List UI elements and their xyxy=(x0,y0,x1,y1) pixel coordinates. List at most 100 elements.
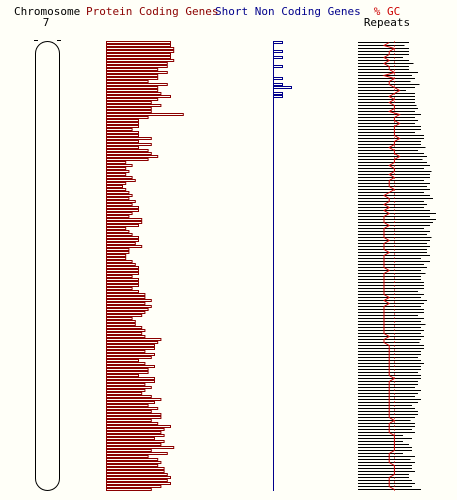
protein-coding-bar xyxy=(106,320,136,323)
short-non-coding-bar xyxy=(273,95,283,98)
protein-coding-bar xyxy=(106,476,171,479)
gc-percent-label: % GC xyxy=(373,5,401,18)
protein-coding-bar xyxy=(106,383,146,386)
protein-coding-bar xyxy=(106,116,149,119)
protein-coding-bar xyxy=(106,227,127,230)
protein-coding-bar xyxy=(106,41,171,44)
repeats-track xyxy=(358,42,436,490)
protein-coding-bar xyxy=(106,167,127,170)
protein-coding-bar xyxy=(106,152,152,155)
protein-coding-bar xyxy=(106,419,152,422)
protein-coding-bar xyxy=(106,458,159,461)
protein-coding-bar xyxy=(106,236,139,239)
chromosome-number: 7 xyxy=(42,16,50,29)
protein-coding-bar xyxy=(106,404,149,407)
protein-coding-bar xyxy=(106,206,139,209)
protein-coding-bar xyxy=(106,176,133,179)
protein-coding-bar xyxy=(106,110,152,113)
protein-coding-bar xyxy=(106,71,168,74)
protein-coding-bar xyxy=(106,107,152,110)
protein-coding-bar xyxy=(106,95,171,98)
protein-coding-bar xyxy=(106,467,165,470)
protein-coding-bar xyxy=(106,377,155,380)
protein-coding-bar xyxy=(106,326,143,329)
protein-coding-bar xyxy=(106,209,139,212)
protein-coding-bar xyxy=(106,146,139,149)
protein-coding-bar xyxy=(106,302,146,305)
protein-coding-bar xyxy=(106,407,159,410)
protein-coding-bar xyxy=(106,392,143,395)
protein-coding-bar xyxy=(106,314,143,317)
protein-coding-bar xyxy=(106,200,136,203)
protein-coding-bar xyxy=(106,422,159,425)
protein-coding-bar xyxy=(106,170,130,173)
protein-coding-bar xyxy=(106,317,133,320)
protein-coding-bar xyxy=(106,218,143,221)
protein-coding-bar xyxy=(106,449,152,452)
protein-coding-bar xyxy=(106,101,152,104)
protein-coding-bar xyxy=(106,47,175,50)
protein-coding-bar xyxy=(106,338,162,341)
protein-coding-bar xyxy=(106,332,143,335)
protein-coding-bar xyxy=(106,50,175,53)
protein-coding-bar xyxy=(106,272,139,275)
protein-coding-bar xyxy=(106,74,159,77)
protein-coding-bar xyxy=(106,440,165,443)
protein-coding-bar xyxy=(106,179,136,182)
protein-coding-bar xyxy=(106,311,146,314)
protein-coding-bar xyxy=(106,455,149,458)
protein-coding-bar xyxy=(106,149,149,152)
protein-coding-bar xyxy=(106,155,159,158)
protein-coding-bar xyxy=(106,158,149,161)
protein-coding-bar xyxy=(106,299,152,302)
protein-coding-bar xyxy=(106,305,152,308)
protein-coding-bar xyxy=(106,371,149,374)
protein-coding-bar xyxy=(106,248,130,251)
protein-coding-bar xyxy=(106,263,136,266)
protein-coding-bar xyxy=(106,389,146,392)
gc-line xyxy=(382,42,401,490)
protein-coding-bar xyxy=(106,425,171,428)
protein-coding-bar xyxy=(106,374,139,377)
protein-coding-bar xyxy=(106,77,159,80)
protein-coding-bar xyxy=(106,479,168,482)
protein-coding-bar xyxy=(106,386,152,389)
short-non-coding-bar xyxy=(273,92,283,95)
protein-coding-bar xyxy=(106,242,136,245)
protein-coding-bar xyxy=(106,437,155,440)
protein-coding-bar xyxy=(106,59,175,62)
chromosome-outline xyxy=(35,41,60,491)
short-non-coding-bar xyxy=(273,56,283,59)
protein-coding-bar xyxy=(106,80,149,83)
protein-coding-bar xyxy=(106,245,143,248)
protein-coding-bar xyxy=(106,89,159,92)
protein-coding-bar xyxy=(106,128,133,131)
protein-coding-bar xyxy=(106,287,133,290)
short-non-coding-bar xyxy=(273,50,283,53)
protein-coding-bar xyxy=(106,143,152,146)
protein-coding-bar xyxy=(106,473,168,476)
protein-coding-bar xyxy=(106,380,155,383)
protein-coding-bar xyxy=(106,359,139,362)
protein-coding-bar xyxy=(106,485,162,488)
protein-coding-bar xyxy=(106,197,130,200)
protein-coding-bar xyxy=(106,350,146,353)
short-non-coding-bar xyxy=(273,86,292,89)
protein-coding-bar xyxy=(106,161,127,164)
protein-coding-bar xyxy=(106,224,139,227)
protein-coding-bar xyxy=(106,488,152,491)
protein-coding-bar xyxy=(106,464,159,467)
protein-coding-bar xyxy=(106,239,139,242)
gc-track xyxy=(382,41,401,491)
protein-coding-bar xyxy=(106,341,159,344)
short-non-coding-genes-label: Short Non Coding Genes xyxy=(215,5,361,18)
protein-coding-bar xyxy=(106,281,139,284)
protein-coding-bar xyxy=(106,140,139,143)
protein-coding-bar xyxy=(106,98,159,101)
short-non-coding-bar xyxy=(273,65,283,68)
protein-coding-bar xyxy=(106,92,162,95)
protein-coding-bar xyxy=(106,401,155,404)
protein-coding-bar xyxy=(106,113,184,116)
protein-coding-bar xyxy=(106,296,146,299)
